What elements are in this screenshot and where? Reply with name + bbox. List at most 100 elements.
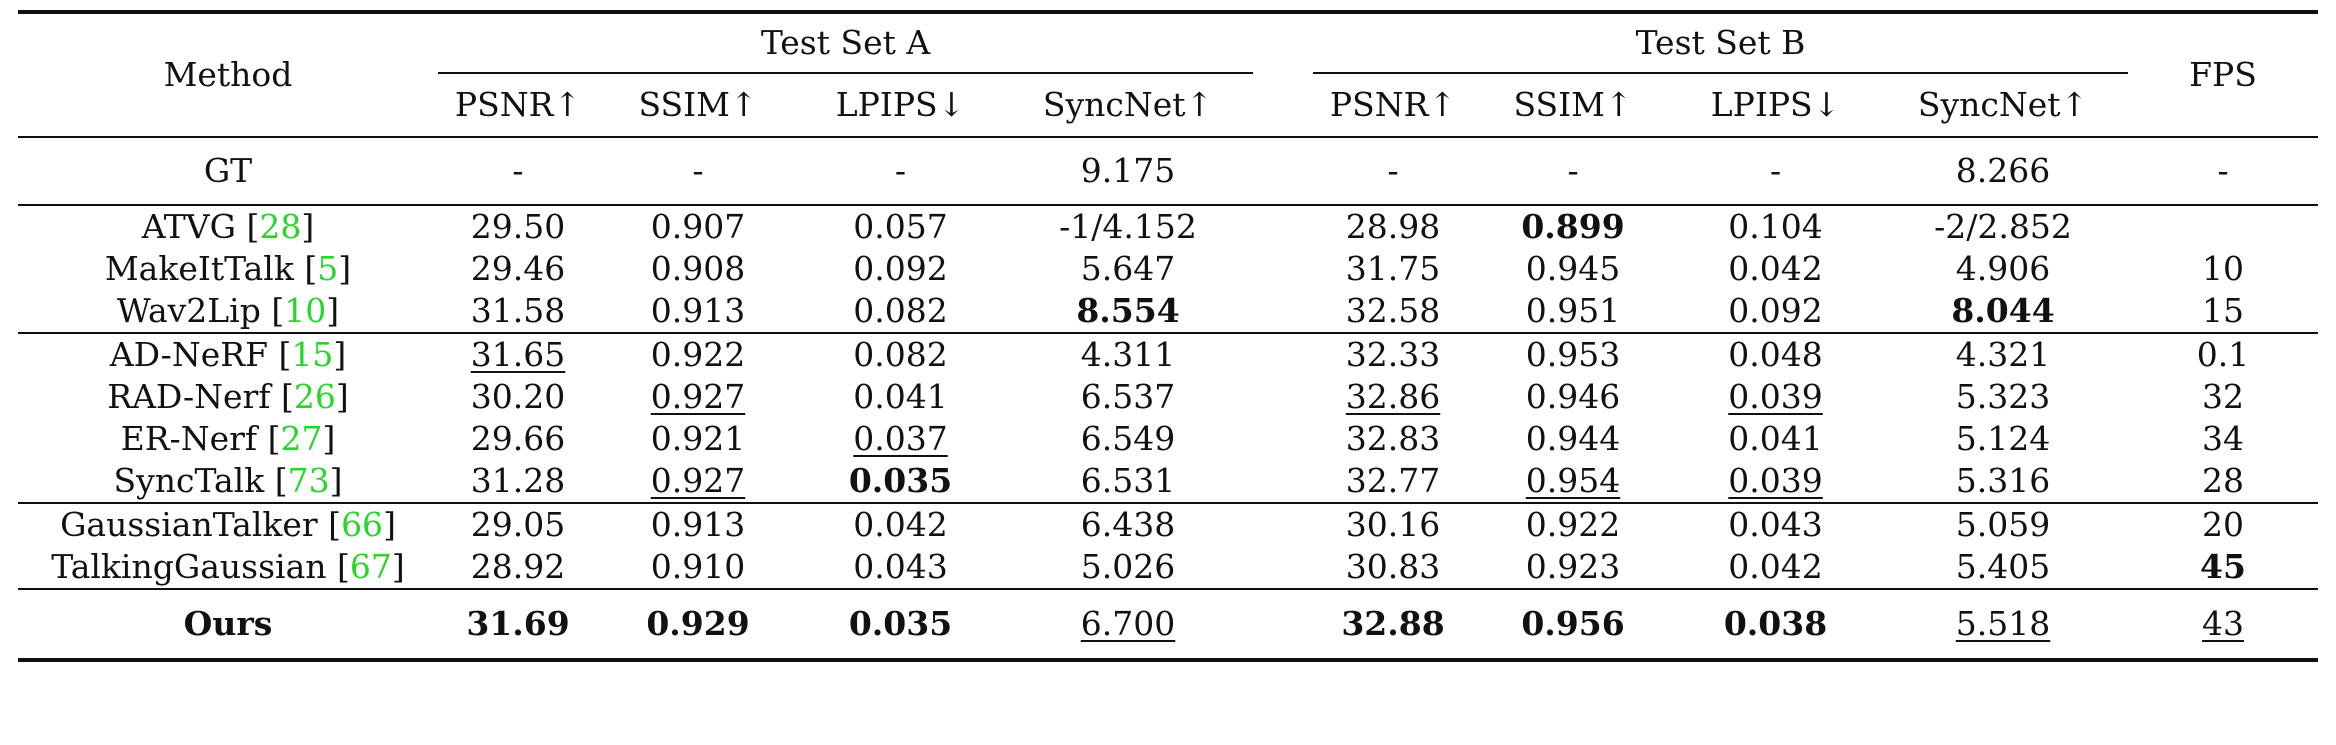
cell: 32.77: [1345, 461, 1441, 500]
cell: 0.921: [650, 419, 746, 458]
header-test-set-b: Test Set B: [1313, 12, 2129, 74]
cell: [2128, 205, 2318, 248]
cell: 45: [2200, 547, 2246, 586]
cell: 32.83: [1345, 419, 1441, 458]
cell: 9.175: [1080, 151, 1176, 190]
citation-link[interactable]: 5: [317, 249, 339, 288]
cell: 0.043: [1728, 505, 1823, 544]
header-a-lpips: LPIPS↓: [835, 85, 966, 124]
header-b-syncnet: SyncNet↑: [1917, 85, 2089, 124]
cell: 30.83: [1345, 547, 1441, 586]
method-name: RAD-Nerf [26]: [107, 377, 349, 416]
cell: -: [1769, 151, 1782, 190]
table-row: ER-Nerf [27] 29.66 0.921 0.037 6.549 32.…: [18, 418, 2318, 460]
cell: 0.039: [1728, 461, 1823, 500]
cell: 0.910: [650, 547, 746, 586]
cell: 0.954: [1525, 461, 1621, 500]
cell: 31.28: [470, 461, 566, 500]
cell: 5.316: [1955, 461, 2051, 500]
header-fps: FPS: [2189, 55, 2257, 94]
cell: 6.700: [1080, 604, 1176, 643]
cell: 0.042: [1728, 249, 1823, 288]
cell: 5.518: [1955, 604, 2051, 643]
cell: 0.913: [650, 291, 746, 330]
citation-link[interactable]: 73: [287, 461, 330, 500]
cell: 5.124: [1955, 419, 2051, 458]
cell: 28.98: [1345, 207, 1441, 246]
cell: 0.929: [646, 604, 750, 643]
table-row: MakeItTalk [5] 29.46 0.908 0.092 5.647 3…: [18, 248, 2318, 290]
cell: 0.953: [1525, 335, 1621, 374]
cell: -: [894, 151, 907, 190]
header-method: Method: [163, 55, 293, 94]
citation-link[interactable]: 10: [284, 291, 327, 330]
cell: 4.906: [1955, 249, 2051, 288]
cell: 8.554: [1076, 291, 1180, 330]
cell: 5.647: [1080, 249, 1176, 288]
cell: 0.042: [853, 505, 948, 544]
table-row: AD-NeRF [15] 31.65 0.922 0.082 4.311 32.…: [18, 333, 2319, 376]
cell: 0.041: [1728, 419, 1823, 458]
cell: 0.042: [1728, 547, 1823, 586]
method-name: Wav2Lip [10]: [116, 291, 340, 330]
cell: -: [2217, 151, 2229, 190]
cell: -2/2.852: [1934, 207, 2072, 246]
cell: 29.66: [470, 419, 566, 458]
citation-link[interactable]: 26: [293, 377, 336, 416]
cell: 0.043: [853, 547, 948, 586]
cell: 0.946: [1525, 377, 1621, 416]
cell: 4.321: [1955, 335, 2051, 374]
cell: 6.549: [1080, 419, 1176, 458]
cell: -: [1387, 151, 1399, 190]
cell: 0.907: [650, 207, 746, 246]
cell: 32.88: [1341, 604, 1445, 643]
cell: 0.1: [2196, 335, 2250, 374]
cell: 31.69: [466, 604, 570, 643]
cell: 5.059: [1955, 505, 2051, 544]
cell: 0.945: [1525, 249, 1621, 288]
cell: 8.266: [1955, 151, 2051, 190]
cell: 0.908: [650, 249, 746, 288]
table-row: TalkingGaussian [67] 28.92 0.910 0.043 5…: [18, 546, 2318, 589]
cell: 32.33: [1345, 335, 1441, 374]
cell: 0.039: [1728, 377, 1823, 416]
cell: 0.913: [650, 505, 746, 544]
method-name: SyncTalk [73]: [113, 461, 343, 500]
citation-link[interactable]: 28: [259, 207, 302, 246]
cell: 15: [2202, 291, 2245, 330]
cell: 0.927: [650, 377, 746, 416]
cell: 0.899: [1521, 207, 1625, 246]
cell: 32: [2202, 377, 2245, 416]
cell: 28.92: [470, 547, 566, 586]
header-b-lpips: LPIPS↓: [1710, 85, 1841, 124]
cell: 43: [2202, 604, 2245, 643]
table-row: Wav2Lip [10] 31.58 0.913 0.082 8.554 32.…: [18, 290, 2318, 333]
method-name: GaussianTalker [66]: [60, 505, 396, 544]
citation-link[interactable]: 15: [291, 335, 334, 374]
cell: 28: [2202, 461, 2245, 500]
table-row: SyncTalk [73] 31.28 0.927 0.035 6.531 32…: [18, 460, 2318, 503]
cell: 5.323: [1955, 377, 2051, 416]
cell: 10: [2202, 249, 2245, 288]
cell: 0.944: [1525, 419, 1621, 458]
cell: 30.20: [470, 377, 566, 416]
cell: -1/4.152: [1059, 207, 1197, 246]
cell: 0.922: [650, 335, 746, 374]
cell: 32.86: [1345, 377, 1441, 416]
cell: 0.035: [848, 604, 953, 643]
table-row: GaussianTalker [66] 29.05 0.913 0.042 6.…: [18, 503, 2319, 546]
cell: 0.037: [853, 419, 948, 458]
cell: 8.044: [1951, 291, 2055, 330]
method-name: ER-Nerf [27]: [120, 419, 336, 458]
citation-link[interactable]: 66: [341, 505, 384, 544]
cell: 4.311: [1080, 335, 1176, 374]
citation-link[interactable]: 27: [280, 419, 323, 458]
cell: 0.092: [1728, 291, 1823, 330]
table-row: RAD-Nerf [26] 30.20 0.927 0.041 6.537 32…: [18, 376, 2318, 418]
header-b-psnr: PSNR↑: [1329, 85, 1457, 124]
cell: 29.05: [470, 505, 566, 544]
cell: 31.65: [470, 335, 566, 374]
citation-link[interactable]: 67: [349, 547, 392, 586]
cell: 0.956: [1521, 604, 1625, 643]
method-name: ATVG [28]: [141, 207, 315, 246]
